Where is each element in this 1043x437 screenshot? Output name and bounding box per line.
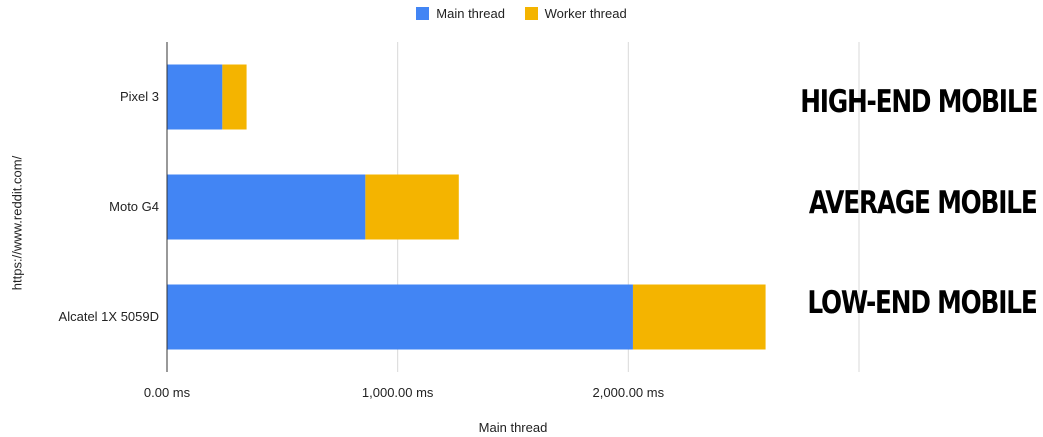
bar-moto-g4-main-thread bbox=[167, 174, 366, 240]
x-tick-label-2000: 2,000.00 ms bbox=[593, 385, 665, 400]
annotation-low-end-mobile: LOW-END MOBILE bbox=[807, 285, 1038, 321]
bar-alcatel-1x-5059d-worker-thread bbox=[632, 284, 766, 350]
y-axis-label: https://www.reddit.com/ bbox=[9, 155, 25, 291]
chart-legend: Main thread Worker thread bbox=[0, 6, 1043, 23]
category-label-pixel-3: Pixel 3 bbox=[120, 89, 159, 104]
category-label-moto-g4: Moto G4 bbox=[109, 199, 159, 214]
legend-swatch-main-thread bbox=[416, 7, 430, 20]
category-label-alcatel-1x-5059d: Alcatel 1X 5059D bbox=[59, 309, 159, 324]
x-tick-label-0: 0.00 ms bbox=[144, 385, 191, 400]
x-tick-label-1000: 1,000.00 ms bbox=[362, 385, 434, 400]
legend-label-main-thread: Main thread bbox=[436, 6, 505, 21]
bar-pixel-3-main-thread bbox=[167, 64, 223, 130]
legend-item-worker-thread: Worker thread bbox=[524, 6, 627, 21]
legend-item-main-thread: Main thread bbox=[416, 6, 505, 21]
annotation-average-mobile: AVERAGE MOBILE bbox=[809, 185, 1038, 221]
bar-pixel-3-worker-thread bbox=[222, 64, 247, 130]
bar-alcatel-1x-5059d-main-thread bbox=[167, 284, 633, 350]
legend-swatch-worker-thread bbox=[524, 7, 538, 20]
annotation-high-end-mobile: HIGH-END MOBILE bbox=[800, 84, 1038, 120]
bar-moto-g4-worker-thread bbox=[365, 174, 459, 240]
legend-label-worker-thread: Worker thread bbox=[544, 6, 627, 21]
x-axis-label: Main thread bbox=[478, 420, 548, 435]
